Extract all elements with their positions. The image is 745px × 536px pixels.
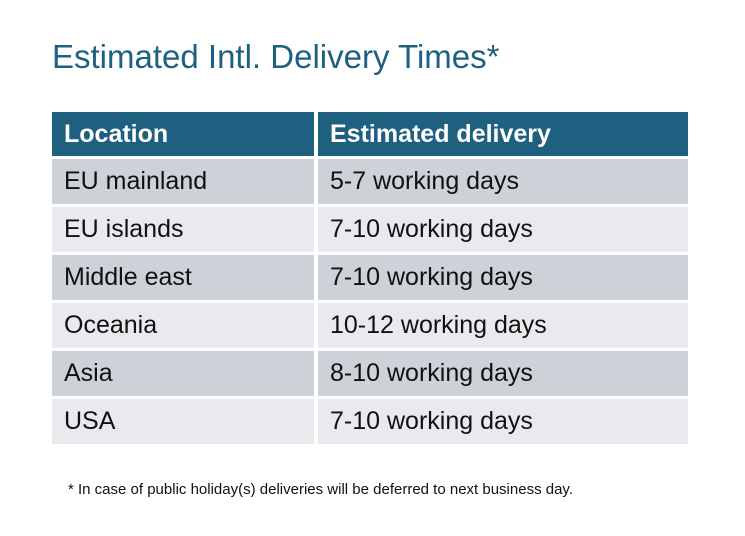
delivery-cell: 7-10 working days (318, 255, 688, 300)
location-cell: Middle east (52, 255, 314, 300)
location-cell: USA (52, 399, 314, 444)
page-title: Estimated Intl. Delivery Times* (52, 38, 500, 75)
column-header-location: Location (52, 112, 314, 156)
table-row: EU mainland 5-7 working days (52, 159, 688, 204)
delivery-cell: 7-10 working days (318, 207, 688, 252)
table-header-row: Location Estimated delivery (52, 112, 688, 156)
table-row: USA 7-10 working days (52, 399, 688, 444)
location-cell: EU islands (52, 207, 314, 252)
table-row: Middle east 7-10 working days (52, 255, 688, 300)
location-cell: EU mainland (52, 159, 314, 204)
location-cell: Asia (52, 351, 314, 396)
delivery-cell: 10-12 working days (318, 303, 688, 348)
delivery-times-table: Location Estimated delivery EU mainland … (48, 109, 692, 447)
table-row: Asia 8-10 working days (52, 351, 688, 396)
delivery-cell: 7-10 working days (318, 399, 688, 444)
delivery-cell: 8-10 working days (318, 351, 688, 396)
table-row: EU islands 7-10 working days (52, 207, 688, 252)
delivery-cell: 5-7 working days (318, 159, 688, 204)
table-row: Oceania 10-12 working days (52, 303, 688, 348)
location-cell: Oceania (52, 303, 314, 348)
column-header-estimated-delivery: Estimated delivery (318, 112, 688, 156)
footnote: * In case of public holiday(s) deliverie… (68, 481, 573, 498)
